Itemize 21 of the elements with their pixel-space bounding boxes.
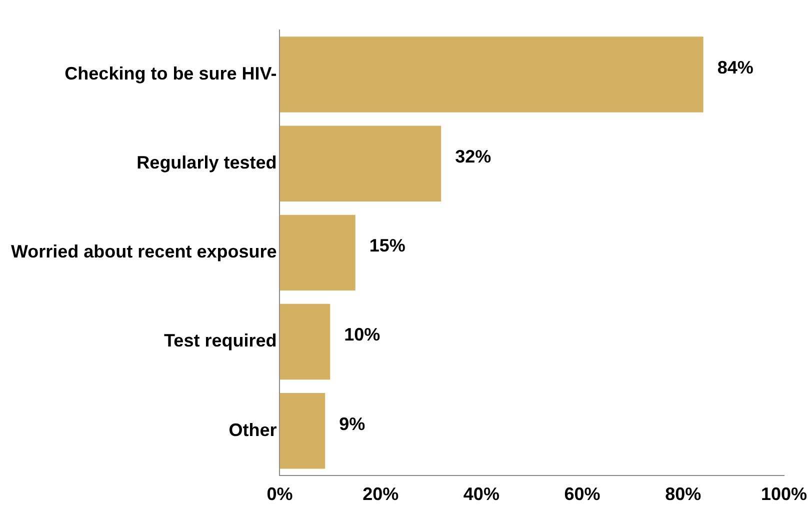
x-tick-label: 80% [665, 484, 702, 504]
bar [280, 214, 356, 291]
data-label: 15% [369, 236, 406, 256]
data-label: 9% [339, 414, 366, 434]
x-tick-label: 40% [463, 484, 500, 504]
bar [280, 304, 330, 380]
data-label: 84% [717, 58, 754, 78]
y-tick-label: Checking to be sure HIV- [64, 64, 277, 84]
x-tick-label: 0% [266, 484, 293, 504]
y-tick-label: Test required [164, 330, 277, 351]
y-tick-label: Worried about recent exposure [10, 242, 277, 262]
x-tick-label: 20% [362, 484, 399, 504]
y-tick-label: Other [228, 420, 277, 440]
bar [280, 126, 442, 202]
x-tick-label: 60% [564, 484, 600, 504]
y-tick-label: Regularly tested [136, 152, 277, 173]
data-label: 10% [344, 324, 380, 345]
bar [280, 393, 326, 469]
bar [280, 36, 704, 112]
data-label: 32% [455, 146, 492, 167]
x-tick-label: 100% [760, 484, 808, 504]
